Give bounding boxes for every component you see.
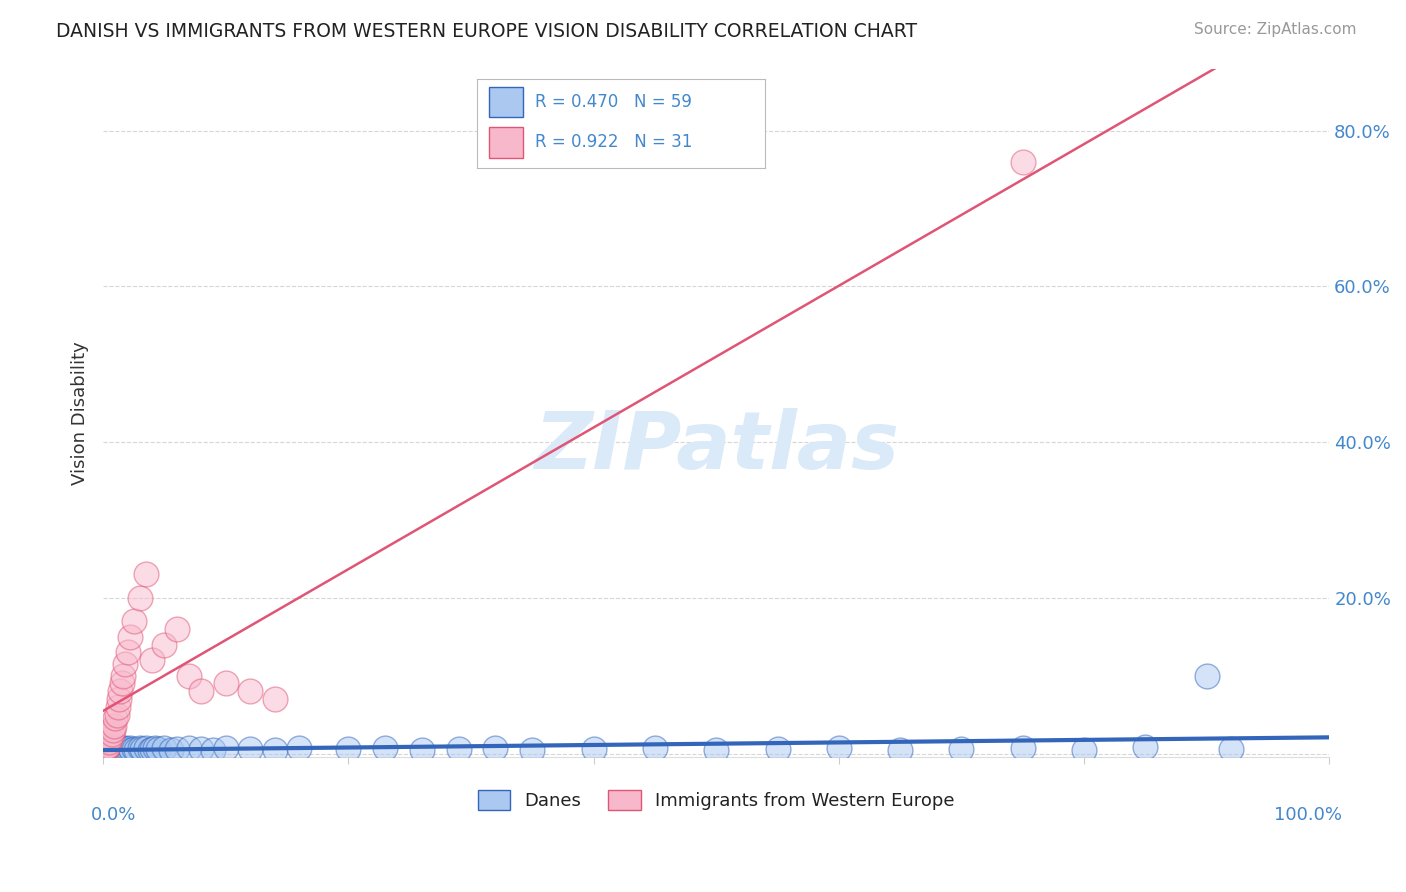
Point: [411, 742, 433, 756]
Point: [153, 638, 176, 652]
Point: [108, 742, 131, 756]
Point: [97, 741, 120, 756]
Point: [117, 742, 139, 756]
Point: [1073, 742, 1095, 756]
Point: [105, 741, 128, 756]
Point: [129, 591, 152, 605]
Point: [135, 741, 157, 756]
Point: [177, 741, 200, 756]
Point: [1195, 668, 1218, 682]
Point: [828, 741, 851, 756]
Point: [153, 741, 176, 756]
Point: [98, 742, 121, 756]
Point: [288, 741, 311, 756]
Point: [100, 743, 122, 757]
Point: [111, 742, 134, 756]
Point: [166, 742, 188, 756]
Point: [94, 742, 117, 756]
Point: [766, 742, 789, 756]
Point: [125, 742, 148, 756]
Point: [112, 742, 135, 756]
Point: [644, 741, 666, 756]
Point: [107, 699, 129, 714]
Point: [120, 630, 142, 644]
Point: [115, 742, 138, 756]
Point: [98, 735, 121, 749]
Point: [100, 742, 122, 756]
Point: [111, 668, 134, 682]
Point: [114, 741, 136, 756]
Point: [110, 676, 132, 690]
Point: [110, 743, 132, 757]
Point: [159, 742, 181, 756]
Point: [177, 668, 200, 682]
Point: [97, 739, 120, 753]
Y-axis label: Vision Disability: Vision Disability: [72, 341, 89, 485]
Point: [190, 684, 212, 698]
Point: [135, 567, 157, 582]
Point: [104, 711, 127, 725]
Point: [94, 742, 117, 756]
Point: [110, 741, 132, 756]
Point: [582, 742, 605, 756]
Point: [484, 741, 506, 756]
Point: [263, 742, 285, 756]
Point: [337, 742, 360, 756]
Point: [148, 742, 170, 756]
Point: [138, 742, 160, 756]
Text: DANISH VS IMMIGRANTS FROM WESTERN EUROPE VISION DISABILITY CORRELATION CHART: DANISH VS IMMIGRANTS FROM WESTERN EUROPE…: [56, 22, 917, 41]
Point: [122, 614, 145, 628]
Point: [263, 692, 285, 706]
Point: [202, 742, 225, 756]
Point: [239, 742, 262, 756]
Point: [1220, 742, 1243, 756]
Point: [374, 741, 396, 756]
Point: [215, 741, 238, 756]
Point: [120, 741, 142, 756]
Point: [522, 742, 544, 756]
Point: [131, 742, 153, 756]
Point: [120, 742, 142, 756]
Point: [1011, 155, 1033, 169]
Point: [166, 622, 188, 636]
Text: 100.0%: 100.0%: [1274, 805, 1341, 823]
Point: [108, 692, 131, 706]
Point: [101, 741, 124, 756]
Text: Source: ZipAtlas.com: Source: ZipAtlas.com: [1194, 22, 1357, 37]
Point: [103, 719, 125, 733]
Point: [950, 742, 973, 756]
Point: [107, 742, 129, 756]
Point: [100, 731, 122, 745]
Point: [143, 741, 166, 756]
Point: [889, 742, 911, 756]
Point: [100, 727, 122, 741]
Point: [447, 742, 470, 756]
Text: 0.0%: 0.0%: [91, 805, 136, 823]
Point: [96, 740, 118, 755]
Point: [96, 743, 118, 757]
Point: [104, 742, 127, 756]
Point: [105, 707, 128, 722]
Point: [114, 657, 136, 671]
Point: [103, 742, 125, 756]
Point: [215, 676, 238, 690]
Point: [101, 723, 124, 738]
Point: [239, 684, 262, 698]
Point: [1135, 740, 1157, 755]
Legend: Danes, Immigrants from Western Europe: Danes, Immigrants from Western Europe: [470, 783, 962, 817]
Point: [93, 744, 115, 758]
Point: [704, 742, 727, 756]
Point: [122, 742, 145, 756]
Point: [93, 742, 115, 756]
Point: [117, 645, 139, 659]
Point: [141, 653, 163, 667]
Point: [110, 684, 132, 698]
Text: ZIPatlas: ZIPatlas: [534, 409, 898, 486]
Point: [1011, 741, 1033, 756]
Point: [190, 742, 212, 756]
Point: [129, 741, 152, 756]
Point: [141, 742, 163, 756]
